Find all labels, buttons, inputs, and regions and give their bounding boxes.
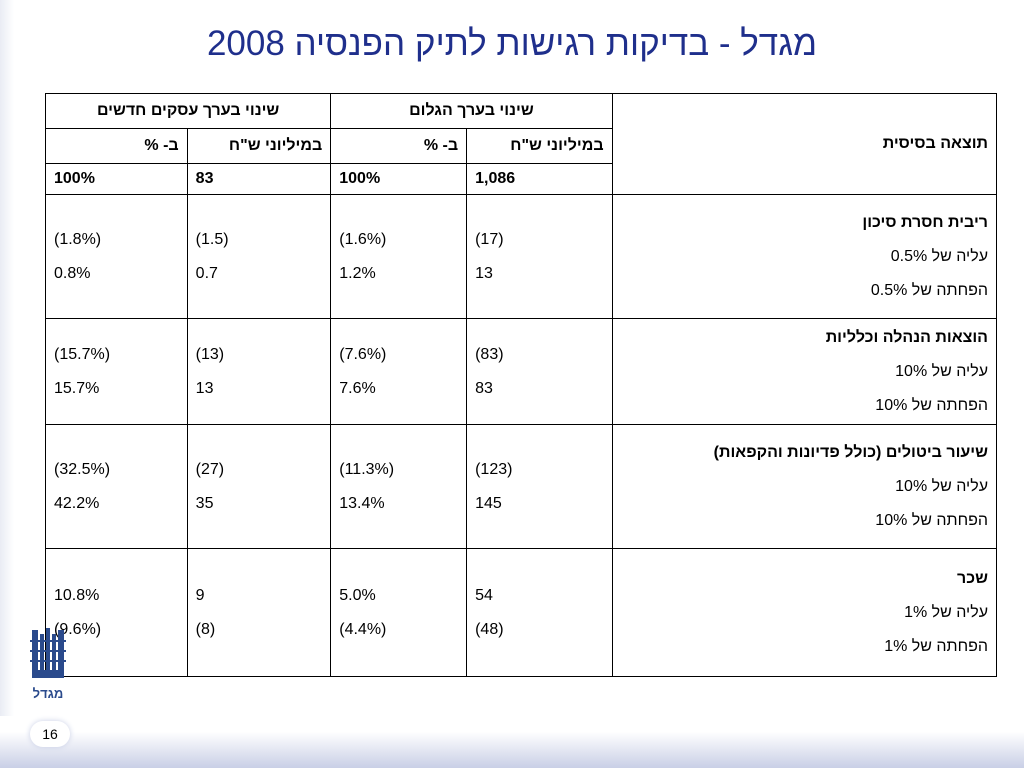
new-business-millions-value: 9 — [195, 586, 205, 604]
embedded-millions-value: 145 — [475, 494, 502, 512]
embedded-percent-value: (4.4%) — [339, 620, 387, 638]
row-label: הפחתה של 10% — [875, 396, 988, 414]
footer-gradient — [0, 716, 1024, 768]
section-title: הוצאות הנהלה וכלליות — [825, 328, 988, 346]
new-business-percent-value: 10.8% — [54, 586, 100, 604]
new-business-percent-value: (15.7%) — [54, 345, 111, 363]
base-result-label: תוצאה בסיסית — [611, 93, 998, 195]
new-business-millions-value: (8) — [195, 620, 216, 638]
embedded-percent-value: 1.2% — [339, 264, 376, 282]
embedded-millions-value: 83 — [475, 379, 493, 397]
new-business-percent-value: 0.8% — [54, 264, 91, 282]
left-decorative-stripe — [0, 0, 14, 768]
new-business-millions-value: (1.5) — [195, 230, 229, 248]
new-business-percent-value: (1.8%) — [54, 230, 102, 248]
new-business-percent-value: (9.6%) — [54, 620, 102, 638]
base-embedded-percent: 100% — [330, 163, 468, 195]
section-title: ריבית חסרת סיכון — [862, 213, 988, 231]
row-label: עליה של 0.5% — [890, 247, 988, 265]
logo-text: מגדל — [33, 686, 64, 701]
new-business-millions-value: 13 — [195, 379, 214, 397]
new-business-millions-value: 35 — [195, 494, 214, 512]
embedded-percent-value: (1.6%) — [339, 230, 387, 248]
base-new-business-millions: 83 — [186, 163, 332, 195]
new-business-millions-value: 0.7 — [195, 264, 218, 282]
section-title: שכר — [957, 569, 988, 587]
row-label: הפחתה של 0.5% — [870, 281, 988, 299]
embedded-percent-header: ב- % — [330, 128, 468, 164]
row-label: הפחתה של 10% — [875, 511, 988, 529]
embedded-percent-value: 7.6% — [339, 379, 376, 397]
section-cancellation-rate: שיעור ביטולים (כולל פדיונות והקפאות) עלי… — [45, 424, 998, 549]
new-business-millions-header: במיליוני ש"ח — [186, 128, 332, 164]
row-label: עליה של 1% — [904, 603, 988, 621]
section-admin-expenses: הוצאות הנהלה וכלליות עליה של 10% הפחתה ש… — [45, 318, 998, 425]
slide-title: מגדל - בדיקות רגישות לתיק הפנסיה 2008 — [206, 24, 818, 63]
row-label: עליה של 10% — [895, 362, 988, 380]
section-title: שיעור ביטולים (כולל פדיונות והקפאות) — [713, 443, 988, 461]
table-subheader-row: במיליוני ש"ח ב- % במיליוני ש"ח ב- % — [45, 128, 997, 164]
embedded-millions-value: 13 — [475, 264, 493, 282]
new-business-percent-header: ב- % — [45, 128, 188, 164]
row-label: עליה של 10% — [895, 477, 988, 495]
section-risk-free-rate: ריבית חסרת סיכון עליה של 0.5% הפחתה של 0… — [45, 194, 998, 319]
base-values-row: 1,086 100% 83 100% — [45, 163, 997, 195]
embedded-percent-value: 13.4% — [339, 494, 385, 512]
page-number: 16 — [30, 721, 70, 747]
new-business-percent-value: (32.5%) — [54, 460, 111, 478]
embedded-millions-header: במיליוני ש"ח — [466, 128, 613, 164]
embedded-percent-value: (11.3%) — [339, 460, 395, 478]
migdal-logo-icon: מגדל — [30, 628, 66, 701]
base-embedded-millions: 1,086 — [466, 163, 613, 195]
embedded-millions-value: (123) — [475, 460, 513, 478]
embedded-millions-value: (17) — [475, 230, 504, 248]
sensitivity-table: תוצאה בסיסית שינוי בערך הגלום שינוי בערך… — [44, 93, 998, 677]
embedded-value-group-header: שינוי בערך הגלום — [330, 93, 613, 129]
embedded-millions-value: (83) — [475, 345, 504, 363]
embedded-millions-value: (48) — [475, 620, 504, 638]
new-business-group-header: שינוי בערך עסקים חדשים — [44, 93, 332, 129]
row-label: הפחתה של 1% — [884, 637, 988, 655]
embedded-percent-value: 5.0% — [339, 586, 376, 604]
section-salary: שכר עליה של 1% הפחתה של 1% 54 (48) 5.0% … — [45, 548, 998, 677]
new-business-millions-value: (27) — [195, 460, 225, 478]
new-business-millions-value: (13) — [195, 345, 225, 363]
new-business-percent-value: 42.2% — [54, 494, 100, 512]
base-new-business-percent: 100% — [45, 163, 188, 195]
table-header-row: תוצאה בסיסית שינוי בערך הגלום שינוי בערך… — [44, 93, 998, 195]
new-business-percent-value: 15.7% — [54, 379, 100, 397]
embedded-millions-value: 54 — [475, 586, 493, 604]
embedded-percent-value: (7.6%) — [339, 345, 387, 363]
